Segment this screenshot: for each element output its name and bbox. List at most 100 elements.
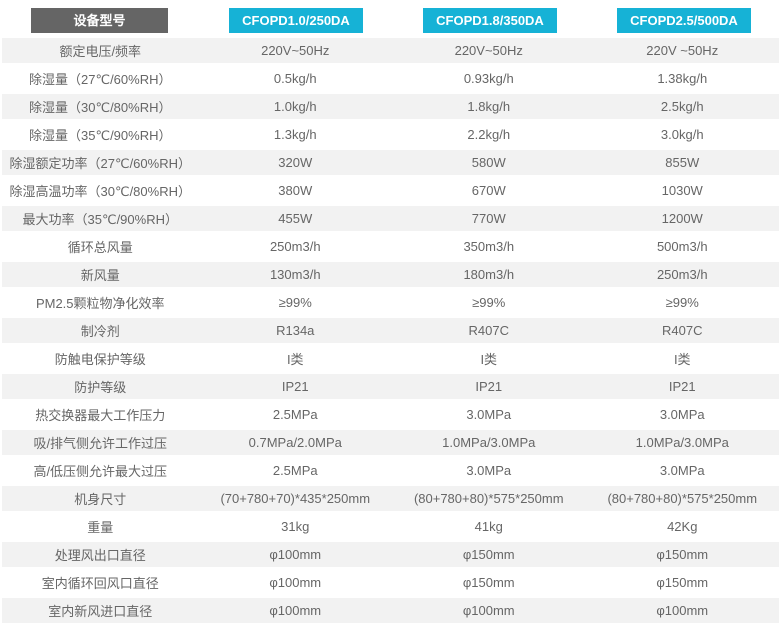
spec-value: ≥99% [472, 294, 506, 310]
spec-label: 循环总风量 [67, 239, 133, 255]
spec-value: 42Kg [667, 518, 698, 534]
spec-value: 3.0MPa [466, 462, 512, 478]
spec-value: φ100mm [269, 603, 322, 618]
spec-rows: 额定电压/频率 220V~50Hz 220V~50Hz 220V ~50Hz 除… [0, 36, 781, 624]
spec-row: 除湿额定功率（27℃/60%RH） 320W 580W 855W [2, 148, 779, 176]
spec-value: 31kg [281, 518, 310, 534]
spec-row: 新风量 130m3/h 180m3/h 250m3/h [2, 260, 779, 288]
spec-value: 0.93kg/h [463, 70, 514, 86]
spec-value: φ100mm [462, 603, 515, 618]
spec-label: 防触电保护等级 [54, 351, 146, 367]
spec-label: 高/低压侧允许最大过压 [33, 463, 168, 479]
spec-row: 高/低压侧允许最大过压 2.5MPa 3.0MPa 3.0MPa [2, 456, 779, 484]
spec-value: φ150mm [656, 574, 709, 590]
spec-value: 2.5MPa [272, 406, 318, 422]
spec-label: 机身尺寸 [74, 492, 127, 507]
spec-value: φ150mm [656, 547, 709, 562]
spec-label: 吸/排气侧允许工作过压 [33, 436, 168, 451]
spec-value: 855W [665, 155, 700, 170]
spec-value: 670W [471, 182, 506, 198]
spec-value: 0.7MPa/2.0MPa [248, 435, 342, 450]
spec-row: 除湿量（30℃/80%RH） 1.0kg/h 1.8kg/h 2.5kg/h [2, 92, 779, 120]
spec-row: 最大功率（35℃/90%RH） 455W 770W 1200W [2, 204, 779, 232]
spec-row: 室内循环回风口直径 φ100mm φ150mm φ150mm [2, 568, 779, 596]
spec-value: (80+780+80)*575*250mm [607, 491, 758, 506]
spec-label: 处理风出口直径 [54, 548, 146, 563]
spec-row: 防护等级 IP21 IP21 IP21 [2, 372, 779, 400]
spec-row: 除湿高温功率（30℃/80%RH） 380W 670W 1030W [2, 176, 779, 204]
model-header-cell: CFOPD2.5/500DA [587, 8, 781, 33]
spec-value: φ100mm [656, 603, 709, 618]
model-header-cell: CFOPD1.0/250DA [199, 8, 393, 33]
spec-value: 41kg [474, 518, 503, 534]
spec-value: 1.38kg/h [657, 70, 708, 86]
spec-label: 除湿量（35℃/90%RH） [29, 127, 172, 143]
spec-value: 455W [278, 211, 313, 226]
spec-label: 重量 [87, 519, 114, 535]
spec-value: 500m3/h [656, 238, 708, 254]
spec-label: 额定电压/频率 [59, 44, 142, 59]
spec-value: IP21 [475, 379, 503, 394]
spec-value: 220V ~50Hz [646, 43, 719, 58]
spec-label: 除湿高温功率（30℃/80%RH） [9, 183, 191, 199]
spec-value: 3.0MPa [466, 406, 512, 422]
spec-row: 额定电压/频率 220V~50Hz 220V~50Hz 220V ~50Hz [2, 36, 779, 64]
spec-label: 防护等级 [74, 380, 127, 395]
model-header: CFOPD1.8/350DA [423, 8, 557, 33]
spec-row: 循环总风量 250m3/h 350m3/h 500m3/h [2, 232, 779, 260]
model-header-cell: CFOPD1.8/350DA [393, 8, 587, 33]
spec-value: 1.8kg/h [467, 99, 511, 114]
spec-value: 2.2kg/h [467, 126, 511, 142]
spec-value: 220V~50Hz [454, 43, 523, 58]
spec-row: 制冷剂 R134a R407C R407C [2, 316, 779, 344]
spec-value: φ150mm [462, 574, 515, 590]
spec-value: ≥99% [665, 294, 699, 310]
spec-row: 室内新风进口直径 φ100mm φ100mm φ100mm [2, 596, 779, 624]
spec-label: 最大功率（35℃/90%RH） [22, 212, 178, 227]
spec-value: R134a [276, 323, 315, 338]
spec-value: IP21 [281, 379, 309, 394]
spec-value: R407C [662, 323, 703, 338]
spec-row: 热交换器最大工作压力 2.5MPa 3.0MPa 3.0MPa [2, 400, 779, 428]
spec-value: 250m3/h [656, 267, 708, 282]
spec-value: I类 [480, 351, 498, 367]
spec-value: (80+780+80)*575*250mm [413, 491, 564, 506]
spec-value: φ100mm [269, 574, 322, 590]
spec-value: (70+780+70)*435*250mm [220, 491, 371, 506]
spec-value: 1.0kg/h [273, 99, 317, 114]
model-header: CFOPD2.5/500DA [617, 8, 751, 33]
model-header: CFOPD1.0/250DA [229, 8, 363, 33]
spec-label: 热交换器最大工作压力 [35, 407, 166, 423]
spec-row: 防触电保护等级 I类 I类 I类 [2, 344, 779, 372]
spec-value: 580W [471, 155, 506, 170]
spec-value: 220V~50Hz [261, 43, 330, 58]
spec-value: 3.0MPa [659, 462, 705, 478]
spec-value: 180m3/h [463, 267, 515, 282]
spec-row: 重量 31kg 41kg 42Kg [2, 512, 779, 540]
spec-value: 1.0MPa/3.0MPa [635, 435, 729, 450]
spec-value: IP21 [668, 379, 696, 394]
spec-value: R407C [468, 323, 509, 338]
spec-row: 除湿量（27℃/60%RH） 0.5kg/h 0.93kg/h 1.38kg/h [2, 64, 779, 92]
spec-value: 1.3kg/h [273, 126, 317, 142]
spec-row: 除湿量（35℃/90%RH） 1.3kg/h 2.2kg/h 3.0kg/h [2, 120, 779, 148]
spec-value: 0.5kg/h [273, 70, 317, 86]
spec-value: 350m3/h [463, 238, 515, 254]
spec-value: I类 [286, 351, 304, 367]
spec-label: 室内循环回风口直径 [41, 575, 159, 591]
spec-label: 除湿量（30℃/80%RH） [29, 100, 172, 115]
spec-value: 320W [278, 155, 313, 170]
spec-value: 380W [278, 182, 313, 198]
spec-value: φ150mm [462, 547, 515, 562]
spec-value: 1200W [661, 211, 703, 226]
spec-label: 除湿额定功率（27℃/60%RH） [9, 156, 191, 171]
spec-row: 吸/排气侧允许工作过压 0.7MPa/2.0MPa 1.0MPa/3.0MPa … [2, 428, 779, 456]
spec-value: 3.0kg/h [660, 126, 704, 142]
spec-value: 2.5kg/h [660, 99, 704, 114]
spec-value: 3.0MPa [659, 406, 705, 422]
spec-value: 1030W [661, 182, 703, 198]
spec-value: 130m3/h [269, 267, 321, 282]
spec-label: 制冷剂 [80, 324, 120, 339]
spec-label: 室内新风进口直径 [48, 604, 153, 619]
